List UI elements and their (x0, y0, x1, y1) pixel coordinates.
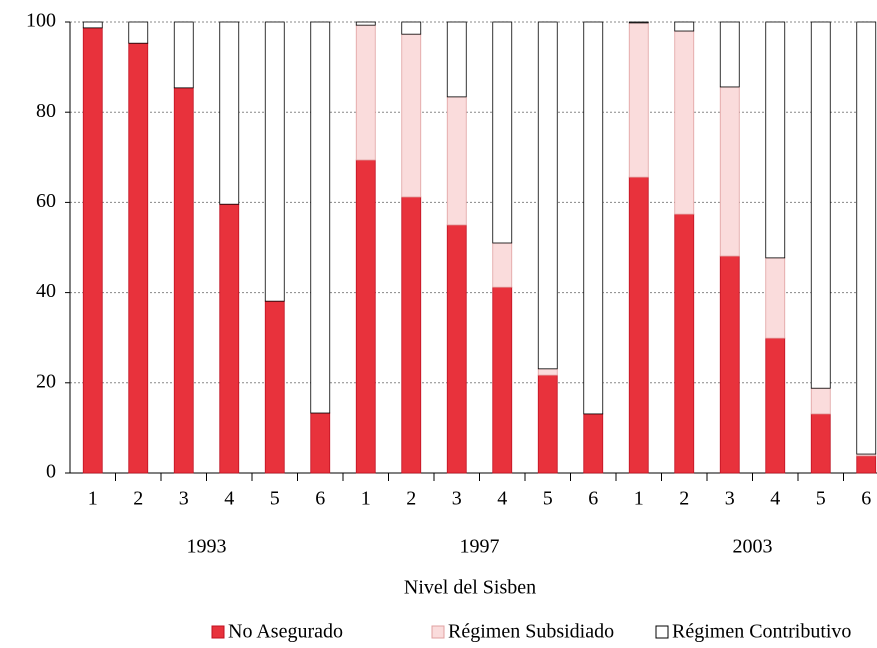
bar-segment (401, 33, 422, 198)
bar-segment (765, 21, 786, 259)
x-tick-label: 2 (679, 488, 689, 510)
bar-segment (492, 21, 513, 244)
x-tick-label: 5 (816, 488, 826, 510)
group-label: 1997 (460, 536, 500, 558)
y-tick-label: 0 (46, 461, 56, 483)
bar-segment (628, 22, 649, 178)
bar-segment (264, 300, 285, 474)
x-tick-label: 1 (88, 488, 98, 510)
bar-segment (537, 374, 558, 474)
x-tick-label: 2 (133, 488, 143, 510)
bar-segment (765, 337, 786, 474)
x-tick-label: 3 (452, 488, 462, 510)
bar-segment (674, 213, 695, 474)
legend-label: Régimen Contributivo (672, 621, 851, 643)
bar-segment (719, 21, 740, 88)
group-label: 2003 (733, 536, 773, 558)
bar-segment (446, 21, 467, 98)
x-tick-label: 3 (179, 488, 189, 510)
group-label: 1993 (187, 536, 227, 558)
bar-segment (401, 21, 422, 35)
bar-segment (128, 21, 149, 44)
legend-swatch (655, 625, 669, 639)
bar-segment (583, 413, 604, 474)
x-axis-title: Nivel del Sisben (404, 577, 536, 599)
x-tick-label: 5 (270, 488, 280, 510)
bar-segment (355, 21, 376, 26)
x-tick-label: 5 (543, 488, 553, 510)
bar-segment (446, 96, 467, 226)
bar-segment (355, 159, 376, 474)
bar-segment (674, 30, 695, 215)
y-tick-label: 80 (36, 100, 56, 122)
bar-segment (401, 196, 422, 474)
x-tick-label: 3 (725, 488, 735, 510)
bar-segment (492, 286, 513, 474)
x-tick-label: 4 (224, 488, 234, 510)
bar-segment (173, 21, 194, 89)
bar-segment (810, 21, 831, 389)
x-tick-label: 1 (361, 488, 371, 510)
bar-segment (128, 42, 149, 474)
y-tick-label: 20 (36, 370, 56, 392)
legend-label: No Asegurado (228, 621, 343, 643)
bar-segment (82, 21, 103, 29)
bar-segment (82, 27, 103, 474)
x-tick-label: 2 (406, 488, 416, 510)
y-tick-label: 40 (36, 280, 56, 302)
bar-segment (219, 203, 240, 474)
bar-segment (310, 21, 331, 414)
legend-label: Régimen Subsidiado (448, 621, 614, 643)
bar-segment (219, 21, 240, 205)
bar-segment (856, 455, 877, 474)
x-tick-label: 4 (497, 488, 507, 510)
bar-segment (492, 242, 513, 288)
legend-swatch (431, 625, 445, 639)
x-tick-label: 6 (588, 488, 598, 510)
bar-segment (537, 21, 558, 370)
bar-segment (583, 21, 604, 415)
bar-segment (810, 413, 831, 474)
bar-segment (264, 21, 285, 302)
bar-segment (856, 21, 877, 455)
bar-segment (719, 86, 740, 257)
y-tick-label: 60 (36, 190, 56, 212)
bar-segment (173, 87, 194, 474)
bar-segment (810, 387, 831, 415)
bar-segment (628, 21, 649, 24)
legend-swatch (211, 625, 225, 639)
bar-segment (355, 24, 376, 161)
x-tick-label: 4 (770, 488, 780, 510)
bar-segment (719, 255, 740, 474)
bar-segment (628, 176, 649, 474)
x-tick-label: 6 (315, 488, 325, 510)
bar-segment (674, 21, 695, 32)
y-tick-label: 100 (26, 10, 56, 32)
x-tick-label: 6 (861, 488, 871, 510)
bar-segment (310, 412, 331, 474)
bar-segment (765, 257, 786, 339)
bar-segment (537, 368, 558, 376)
bar-segment (446, 224, 467, 474)
x-tick-label: 1 (634, 488, 644, 510)
